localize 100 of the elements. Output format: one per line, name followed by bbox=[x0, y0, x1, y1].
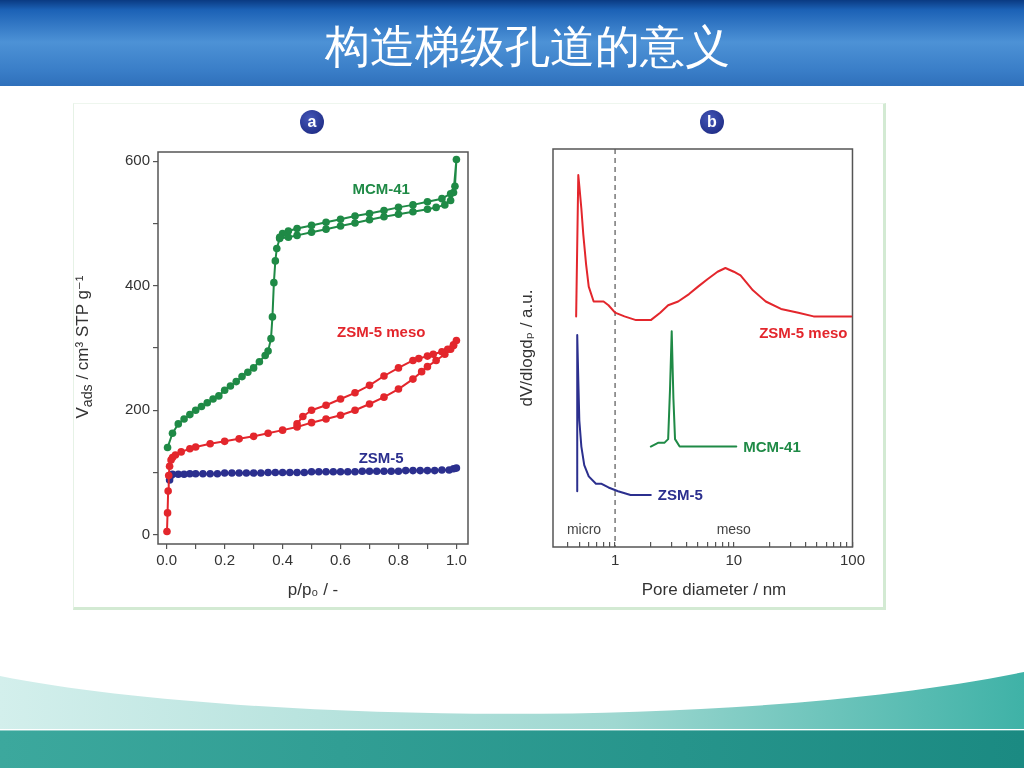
point bbox=[206, 440, 214, 448]
point bbox=[180, 415, 188, 423]
point bbox=[264, 347, 272, 355]
point bbox=[206, 469, 214, 478]
point bbox=[409, 207, 417, 216]
point bbox=[394, 467, 403, 475]
point bbox=[257, 469, 265, 477]
point bbox=[163, 527, 171, 536]
point bbox=[228, 469, 236, 477]
x-tick-label: 0.0 bbox=[156, 551, 178, 569]
point bbox=[307, 221, 316, 230]
point bbox=[226, 382, 235, 390]
point bbox=[365, 467, 374, 475]
point bbox=[430, 466, 439, 475]
point bbox=[220, 437, 229, 446]
point bbox=[343, 468, 352, 476]
point bbox=[409, 201, 417, 209]
x-tick-label: 0.4 bbox=[272, 551, 294, 569]
point bbox=[209, 395, 217, 403]
point bbox=[446, 196, 455, 205]
point bbox=[307, 406, 316, 415]
text: 构造梯级孔道的意义 bbox=[324, 20, 730, 73]
point bbox=[249, 469, 258, 477]
point bbox=[322, 225, 330, 233]
y-tick-label: 0 bbox=[141, 524, 150, 542]
point bbox=[268, 313, 277, 321]
y-tick-label: 600 bbox=[124, 151, 150, 169]
point bbox=[215, 392, 223, 400]
point bbox=[244, 368, 252, 377]
point bbox=[213, 469, 222, 478]
point bbox=[336, 395, 345, 403]
point bbox=[168, 429, 177, 438]
point bbox=[164, 487, 172, 495]
point bbox=[307, 228, 316, 237]
point bbox=[191, 406, 200, 415]
point bbox=[278, 468, 287, 477]
point bbox=[372, 467, 381, 475]
x-axis-title: Pore diameter / nm bbox=[641, 580, 787, 600]
point bbox=[163, 443, 172, 452]
point bbox=[432, 203, 440, 212]
x-tick-label: 1 bbox=[610, 551, 620, 569]
point bbox=[199, 469, 207, 478]
point bbox=[293, 224, 301, 233]
x-tick-label: 10 bbox=[725, 551, 743, 569]
point bbox=[336, 215, 345, 223]
point bbox=[307, 418, 316, 427]
point bbox=[380, 393, 388, 401]
point bbox=[423, 205, 432, 214]
x-tick-label: 0.2 bbox=[214, 551, 236, 569]
point bbox=[242, 469, 251, 477]
point bbox=[238, 372, 246, 381]
point bbox=[401, 466, 410, 475]
point bbox=[300, 468, 309, 477]
point bbox=[387, 467, 396, 475]
x-tick-label: 100 bbox=[839, 551, 865, 569]
point bbox=[358, 467, 367, 475]
point bbox=[365, 381, 374, 390]
point bbox=[365, 209, 374, 218]
x-axis-title: p/p₀ / - bbox=[287, 580, 339, 600]
point bbox=[322, 401, 330, 410]
point bbox=[177, 448, 185, 456]
point bbox=[409, 375, 417, 383]
series-label: MCM-41 bbox=[352, 179, 410, 197]
series-label: ZSM-5 meso bbox=[759, 324, 848, 342]
point bbox=[336, 222, 345, 230]
point bbox=[249, 432, 258, 441]
point bbox=[235, 435, 243, 443]
y-tick-label: 200 bbox=[124, 400, 150, 418]
series-label: ZSM-5 bbox=[358, 448, 404, 466]
point bbox=[286, 468, 294, 477]
point bbox=[249, 364, 258, 372]
point bbox=[322, 468, 330, 476]
point bbox=[314, 468, 323, 476]
point bbox=[203, 398, 212, 407]
point bbox=[307, 468, 316, 476]
point bbox=[235, 469, 243, 477]
point bbox=[409, 356, 417, 365]
point bbox=[394, 364, 403, 372]
point bbox=[365, 216, 374, 224]
point bbox=[351, 212, 359, 220]
point bbox=[336, 411, 345, 419]
y-axis-title: dV/dlogdₚ / a.u. bbox=[517, 289, 537, 407]
point bbox=[220, 469, 229, 477]
annotation: meso bbox=[716, 520, 752, 537]
point bbox=[423, 362, 432, 371]
chart-title: b bbox=[707, 113, 717, 131]
point bbox=[438, 194, 446, 203]
point bbox=[322, 415, 330, 423]
point bbox=[270, 278, 278, 287]
point bbox=[278, 426, 287, 434]
point bbox=[380, 206, 388, 215]
point bbox=[264, 429, 272, 438]
point bbox=[336, 468, 345, 476]
point bbox=[232, 377, 241, 386]
point bbox=[423, 352, 432, 360]
point bbox=[272, 244, 281, 253]
point bbox=[365, 400, 374, 408]
point bbox=[284, 227, 293, 235]
point bbox=[351, 219, 359, 227]
chart-title: a bbox=[307, 113, 317, 131]
